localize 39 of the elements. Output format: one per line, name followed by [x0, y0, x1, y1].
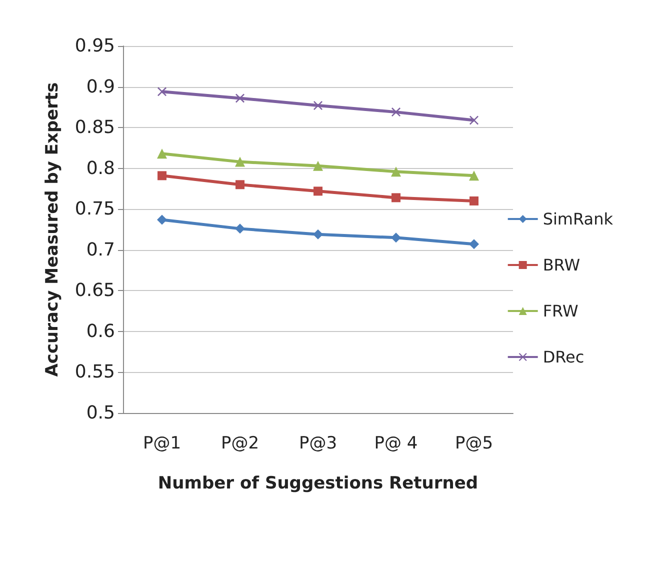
legend-label: BRW — [542, 256, 580, 274]
x-tick-label: P@3 — [298, 434, 338, 454]
point — [236, 180, 244, 190]
y-tick-label: 0.65 — [74, 280, 115, 302]
y-axis-title: Accuracy Measured by Experts — [42, 82, 62, 377]
y-tick-label: 0.8 — [86, 158, 115, 179]
legend-label: DRec — [542, 348, 584, 366]
point — [313, 160, 323, 171]
point — [469, 170, 479, 181]
point — [235, 156, 245, 167]
point — [470, 196, 478, 206]
point — [469, 239, 479, 250]
point — [157, 148, 167, 159]
x-tick-label: P@1 — [142, 434, 182, 454]
legend-label: SimRank — [542, 210, 614, 228]
point — [313, 229, 323, 240]
point — [157, 214, 167, 225]
legend-label: FRW — [542, 302, 579, 320]
x-tick-label: P@2 — [220, 434, 260, 454]
y-tick-label: 0.75 — [74, 198, 115, 220]
point — [392, 193, 400, 202]
y-tick-label: 0.5 — [86, 402, 115, 424]
y-tick-label: 0.85 — [74, 117, 115, 138]
point — [391, 166, 401, 177]
y-tick-label: 0.7 — [86, 239, 115, 260]
x-tick-label: P@ 4 — [374, 434, 418, 454]
point — [391, 232, 401, 243]
point — [470, 116, 478, 125]
x-axis-title: Number of Suggestions Returned — [158, 474, 478, 494]
y-tick-label: 0.6 — [86, 320, 115, 342]
x-tick-label: P@5 — [454, 434, 494, 454]
point — [314, 186, 322, 196]
y-tick-label: 0.55 — [74, 362, 115, 383]
point — [236, 94, 244, 103]
y-tick-label: 0.9 — [86, 76, 115, 98]
point — [158, 171, 166, 180]
point — [158, 87, 166, 96]
y-tick-label: 0.95 — [74, 36, 115, 56]
point — [235, 224, 245, 234]
